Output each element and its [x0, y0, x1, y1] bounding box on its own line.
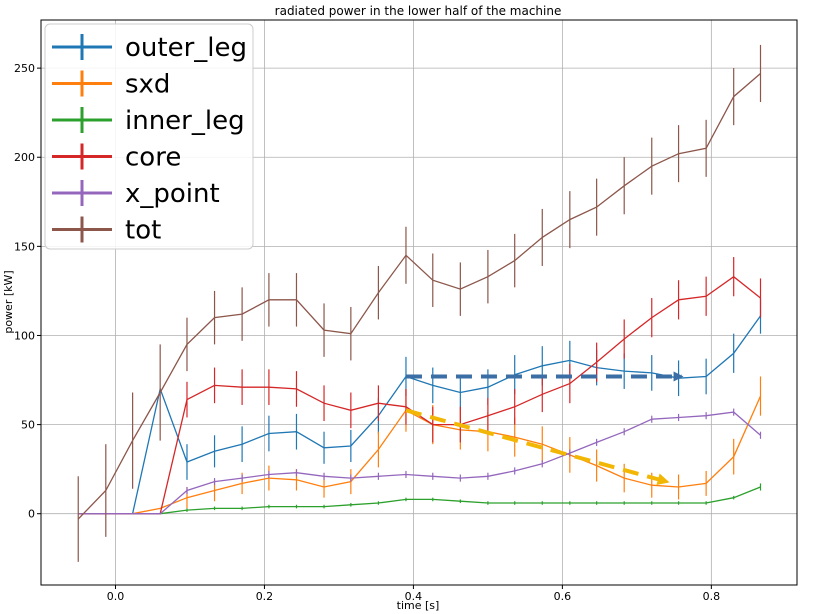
x-tick-label: 0.6: [554, 590, 572, 603]
legend-label: core: [125, 143, 181, 173]
series-x-point: [78, 408, 762, 515]
x-tick-label: 0.0: [107, 590, 125, 603]
series-line: [78, 395, 762, 515]
series-line: [78, 411, 761, 515]
x-tick-label: 0.2: [256, 590, 274, 603]
legend-label: x_point: [125, 179, 220, 209]
x-axis-label: time [s]: [397, 599, 440, 612]
ticks: 0.0 0.2 0.4 0.6 0.8 0 50 100 150 200 250: [14, 62, 720, 603]
annotation-arrow: [405, 408, 670, 486]
x-tick-label: 0.4: [405, 590, 423, 603]
y-axis-label: power [kW]: [2, 270, 15, 333]
series-line: [78, 486, 761, 515]
plot-frame: [40, 19, 798, 586]
series-tot: [77, 44, 762, 562]
y-tick-label: 250: [14, 62, 35, 75]
chart-title: radiated power in the lower half of the …: [275, 4, 562, 18]
legend-label: outer_leg: [125, 33, 247, 63]
series-line: [77, 73, 761, 520]
y-tick-label: 150: [14, 240, 35, 253]
series-line: [78, 315, 762, 515]
annotations: [405, 371, 684, 486]
legend-label: sxd: [125, 70, 170, 100]
y-tick-label: 0: [28, 508, 35, 521]
y-tick-label: 200: [14, 151, 35, 164]
y-tick-label: 100: [14, 329, 35, 342]
legend-label: tot: [125, 216, 161, 246]
legend-label: inner_leg: [125, 106, 245, 136]
y-tick-label: 50: [21, 419, 35, 432]
series-inner-leg: [78, 483, 762, 515]
x-tick-label: 0.8: [703, 590, 721, 603]
